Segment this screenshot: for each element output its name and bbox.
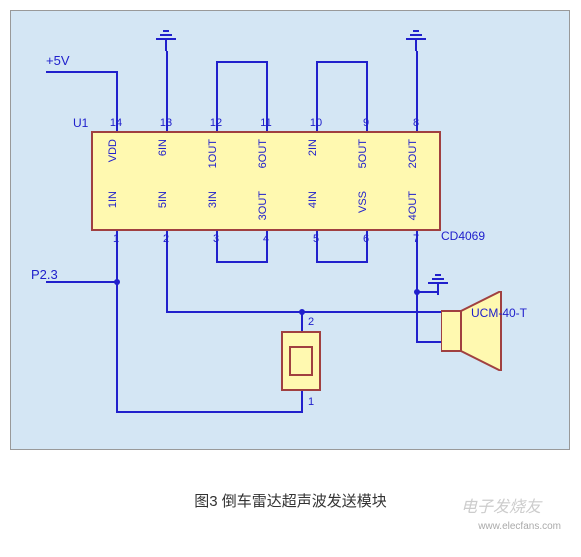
chip-part: CD4069 bbox=[441, 229, 485, 243]
watermark-url: www.elecfans.com bbox=[478, 521, 561, 532]
pin-num: 5 bbox=[313, 233, 319, 245]
pin-num: 11 bbox=[260, 117, 271, 129]
pin-label: 4IN bbox=[307, 191, 319, 208]
pin-label: 3IN bbox=[207, 191, 219, 208]
pin-num: 3 bbox=[213, 233, 219, 245]
pin-label: 5IN bbox=[157, 191, 169, 208]
crystal-pin: 1 bbox=[308, 396, 314, 408]
wire bbox=[301, 391, 303, 413]
ground-symbol bbox=[404, 27, 428, 51]
pin-label: 6IN bbox=[157, 139, 169, 156]
speaker-symbol bbox=[441, 291, 531, 376]
net-power: +5V bbox=[46, 53, 70, 68]
crystal-plate bbox=[289, 346, 313, 376]
pin-num: 1 bbox=[113, 233, 119, 245]
pin-label: VSS bbox=[357, 191, 369, 213]
pin-label: 6OUT bbox=[257, 139, 269, 168]
pin-num: 7 bbox=[413, 233, 419, 245]
wire bbox=[316, 61, 366, 63]
pin-num: 9 bbox=[363, 117, 369, 129]
pin-label: 1IN bbox=[107, 191, 119, 208]
pin-label: 3OUT bbox=[257, 191, 269, 220]
chip-ref: U1 bbox=[73, 116, 88, 130]
pin-num: 13 bbox=[160, 117, 172, 129]
transducer-part: UCM-40-T bbox=[471, 306, 561, 320]
pin-label: 2OUT bbox=[407, 139, 419, 168]
ground-symbol bbox=[154, 27, 178, 51]
pin-num: 14 bbox=[110, 117, 122, 129]
wire bbox=[416, 291, 418, 313]
wire bbox=[416, 311, 441, 313]
net-input: P2.3 bbox=[31, 267, 58, 282]
pin-num: 4 bbox=[263, 233, 269, 245]
pin-label: 5OUT bbox=[357, 139, 369, 168]
schematic-canvas: +5V 14 VDD 13 6IN 12 1OUT 11 6OUT 10 2IN… bbox=[10, 10, 570, 450]
wire bbox=[116, 411, 301, 413]
watermark-logo: 电子发烧友 bbox=[461, 493, 541, 517]
crystal-pin: 2 bbox=[308, 316, 314, 328]
wire bbox=[416, 341, 441, 343]
wire bbox=[46, 71, 118, 73]
wire bbox=[216, 261, 268, 263]
junction bbox=[299, 309, 305, 315]
pin-num: 12 bbox=[210, 117, 222, 129]
wire bbox=[216, 61, 266, 63]
pin-num: 8 bbox=[413, 117, 419, 129]
pin-num: 2 bbox=[163, 233, 169, 245]
pin-num: 6 bbox=[363, 233, 369, 245]
pin-label: 1OUT bbox=[207, 139, 219, 168]
wire bbox=[416, 311, 418, 343]
wire bbox=[116, 281, 118, 411]
pin-label: 2IN bbox=[307, 139, 319, 156]
wire bbox=[166, 311, 416, 313]
pin-label: 4OUT bbox=[407, 191, 419, 220]
pin-label: VDD bbox=[107, 139, 119, 162]
wire bbox=[166, 261, 168, 311]
wire bbox=[316, 261, 368, 263]
pin-num: 10 bbox=[310, 117, 322, 129]
